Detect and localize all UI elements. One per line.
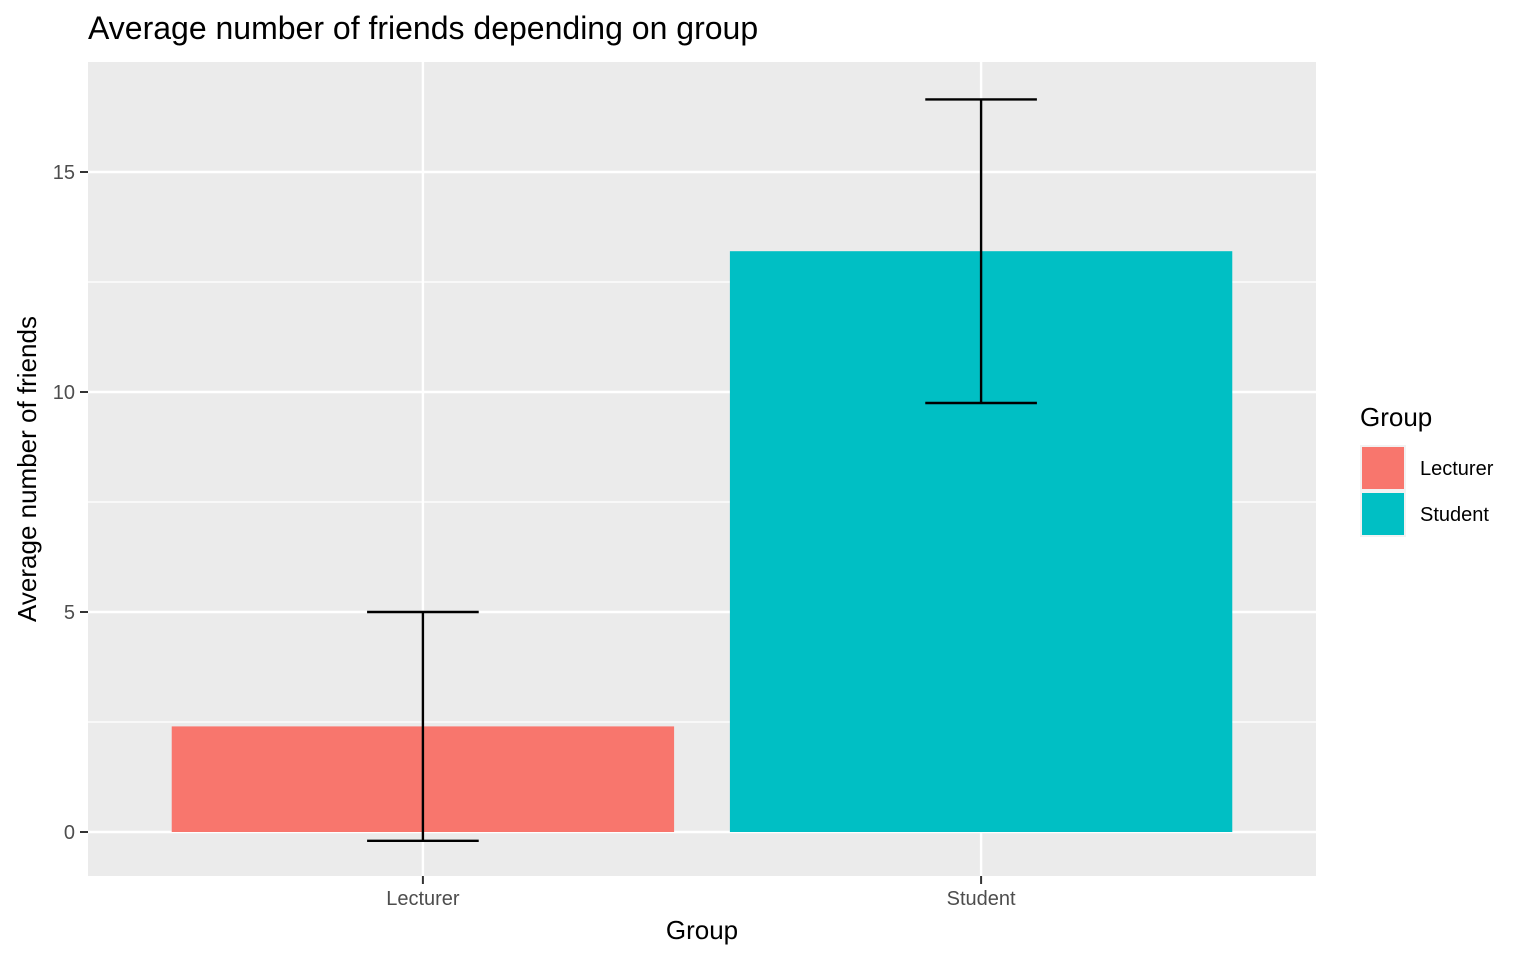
legend-label-student: Student (1420, 504, 1489, 526)
chart-title: Average number of friends depending on g… (88, 10, 758, 46)
x-tick-label: Student (947, 888, 1016, 910)
legend-title: Group (1360, 402, 1432, 432)
y-tick-label: 15 (53, 162, 75, 184)
legend-swatch-student (1362, 493, 1404, 535)
y-axis-title: Average number of friends (12, 316, 42, 622)
y-axis: 0 5 10 15 (53, 162, 88, 844)
x-axis-title: Group (666, 915, 738, 945)
y-tick-label: 10 (53, 382, 75, 404)
y-tick-label: 0 (64, 822, 75, 844)
y-tick-label: 5 (64, 602, 75, 624)
x-axis: Lecturer Student (386, 876, 1016, 910)
error-bars (367, 98, 1037, 842)
legend-label-lecturer: Lecturer (1420, 458, 1494, 480)
legend: Group Lecturer Student (1360, 402, 1494, 537)
x-tick-label: Lecturer (386, 888, 460, 910)
legend-swatch-lecturer (1362, 447, 1404, 489)
